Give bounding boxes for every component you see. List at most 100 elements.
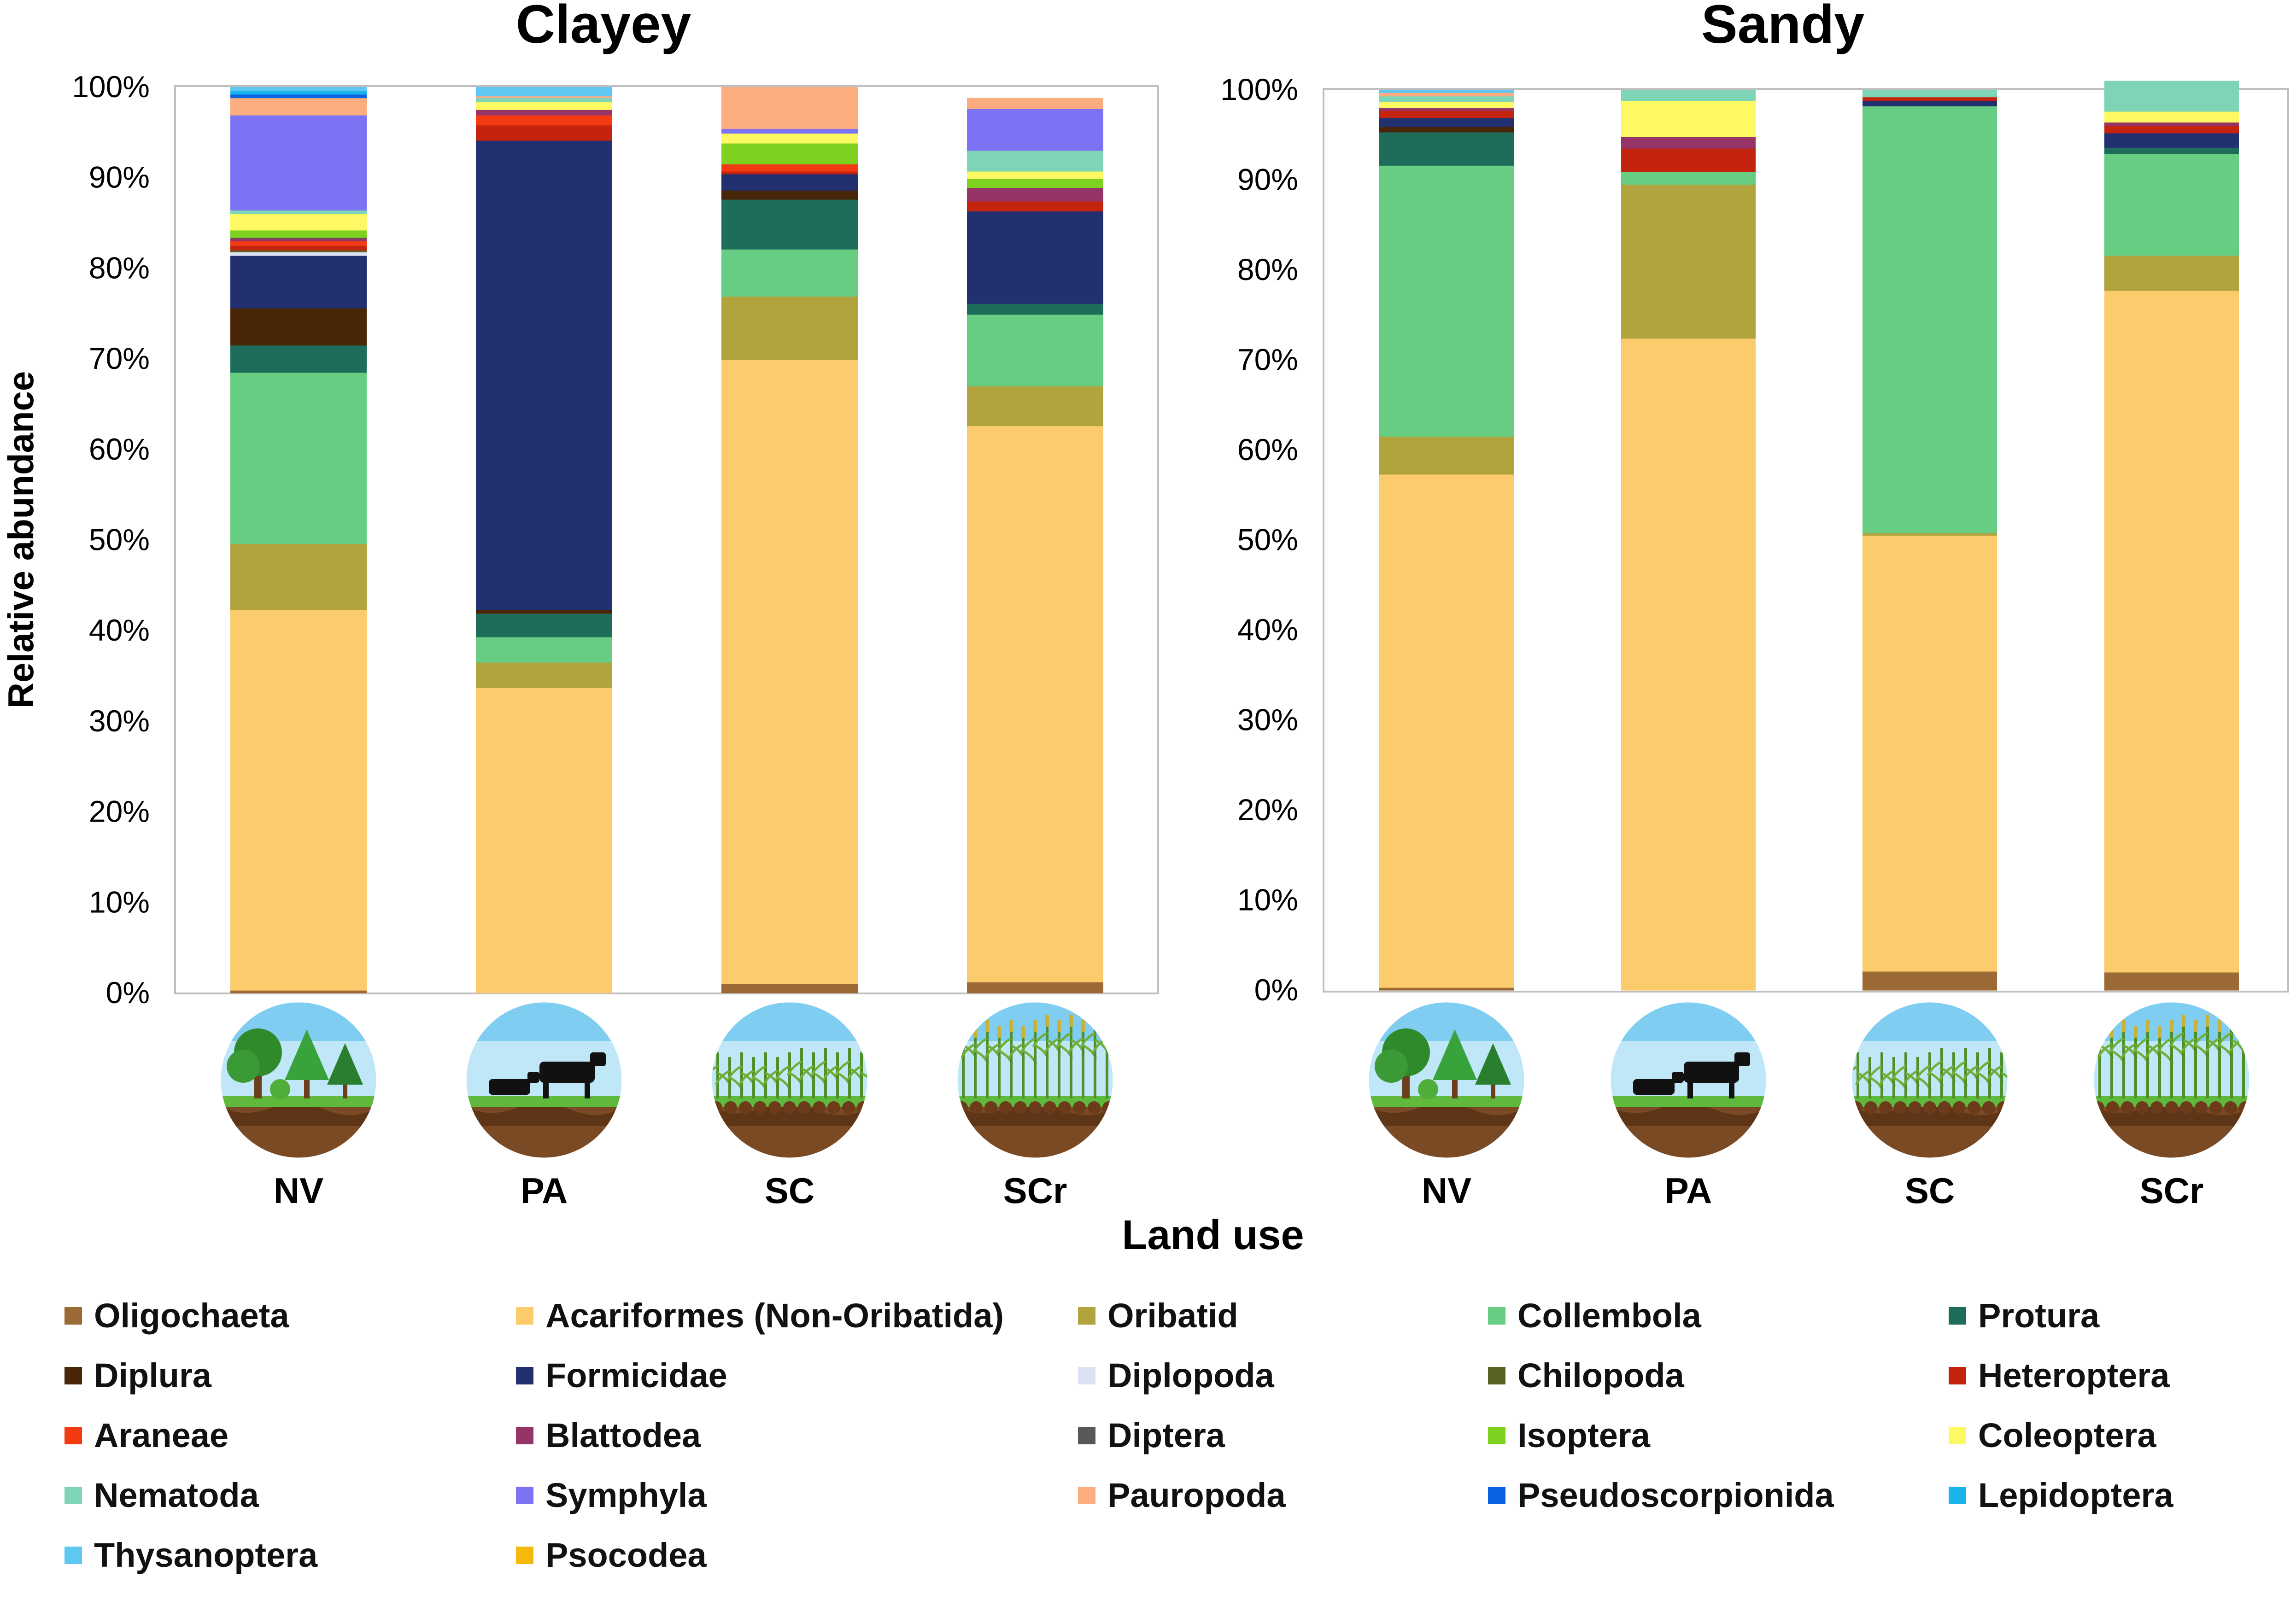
legend-item-pseudoscorpionida: Pseudoscorpionida xyxy=(1488,1476,1834,1515)
legend-label: Isoptera xyxy=(1517,1416,1650,1454)
bar-segment-clayey-scr-symphyla xyxy=(967,109,1103,151)
bar-segment-clayey-pa-araneae xyxy=(476,115,612,126)
bar-segment-sandy-sc-oligochaeta xyxy=(1863,971,1997,991)
bar-segment-sandy-nv-nematoda xyxy=(1379,96,1514,102)
legend-label: Araneae xyxy=(94,1416,229,1454)
bar-segment-clayey-scr-protura xyxy=(967,304,1103,315)
landuse-nv-icon xyxy=(219,1001,378,1159)
legend-swatch xyxy=(1949,1307,1966,1325)
bar-segment-sandy-scr-formicidae xyxy=(2104,133,2239,148)
legend-label: Formicidae xyxy=(545,1356,727,1395)
y-tick-label: 50% xyxy=(89,523,150,557)
legend-label: Diplopoda xyxy=(1107,1356,1274,1395)
bar-segment-clayey-sc-isoptera xyxy=(721,143,858,164)
bar-segment-sandy-scr-blattodea xyxy=(2104,122,2239,126)
x-tick-label: SC xyxy=(1905,1170,1955,1211)
y-tick-label: 10% xyxy=(89,885,150,919)
bar-segment-sandy-scr-oligochaeta xyxy=(2104,972,2239,991)
legend-swatch xyxy=(1078,1307,1095,1325)
legend-label: Protura xyxy=(1978,1296,2100,1335)
legend-label: Coleoptera xyxy=(1978,1416,2156,1454)
bar-segment-clayey-scr-heteroptera xyxy=(967,201,1103,212)
bar-segment-clayey-nv-araneae xyxy=(230,241,367,246)
bar-segment-clayey-scr-blattodea xyxy=(967,187,1103,202)
x-tick-label: SC xyxy=(765,1170,814,1211)
x-tick-label: PA xyxy=(1665,1170,1712,1211)
bar-segment-clayey-nv-lepidoptera xyxy=(230,90,367,95)
bar-segment-clayey-pa-thysanoptera xyxy=(476,87,612,97)
landuse-sc-icon xyxy=(1851,1001,2009,1159)
y-tick-label: 100% xyxy=(1220,72,1298,106)
y-tick-label: 70% xyxy=(1237,343,1298,377)
y-tick-label: 60% xyxy=(89,432,150,466)
bar-segment-clayey-nv-diptera xyxy=(230,237,367,239)
legend-swatch xyxy=(1949,1426,1966,1444)
landuse-sc-icon xyxy=(710,1001,869,1159)
legend-label: Thysanoptera xyxy=(94,1536,318,1574)
bar-segment-sandy-pa-nematoda xyxy=(1621,90,1756,101)
bar-segment-sandy-scr-acariformes-non-oribatida- xyxy=(2104,290,2239,973)
bar-segment-clayey-sc-acariformes-non-oribatida- xyxy=(721,360,858,984)
bar-segment-sandy-sc-formicidae xyxy=(1863,100,1997,106)
legend-swatch xyxy=(516,1426,533,1444)
bar-segment-clayey-scr-nematoda xyxy=(967,150,1103,172)
bar-segment-clayey-pa-diplura xyxy=(476,609,612,614)
bar-segment-sandy-sc-heteroptera xyxy=(1863,97,1997,101)
bar-segment-clayey-scr-collembola xyxy=(967,314,1103,386)
legend-item-collembola: Collembola xyxy=(1488,1296,1701,1335)
legend-swatch xyxy=(1078,1366,1095,1384)
bar-segment-sandy-scr-coleoptera xyxy=(2104,111,2239,123)
bar-segment-clayey-sc-collembola xyxy=(721,249,858,297)
legend-item-lepidoptera: Lepidoptera xyxy=(1949,1476,2173,1515)
x-tick-label: SCr xyxy=(1003,1170,1067,1211)
bar-segment-sandy-scr-protura xyxy=(2104,147,2239,154)
bar-segment-clayey-scr-acariformes-non-oribatida- xyxy=(967,426,1103,982)
legend-label: Nematoda xyxy=(94,1476,259,1514)
bar-segment-clayey-pa-protura xyxy=(476,613,612,637)
bar-segment-sandy-sc-oribatid xyxy=(1863,532,1997,536)
legend-item-isoptera: Isoptera xyxy=(1488,1416,1650,1455)
landuse-scr-icon xyxy=(956,1001,1114,1159)
legend-label: Lepidoptera xyxy=(1978,1476,2173,1514)
bar-segment-sandy-scr-collembola xyxy=(2104,153,2239,256)
bar-segment-sandy-sc-nematoda xyxy=(1863,90,1997,98)
legend-label: Blattodea xyxy=(545,1416,701,1454)
legend-label: Diplura xyxy=(94,1356,211,1395)
panel-title-clayey: Clayey xyxy=(516,0,691,55)
bar-segment-sandy-nv-oligochaeta xyxy=(1379,987,1514,991)
legend-swatch xyxy=(1949,1366,1966,1384)
bar-segment-clayey-scr-oligochaeta xyxy=(967,982,1103,993)
y-tick-label: 40% xyxy=(1237,613,1298,647)
bar-segment-clayey-scr-oribatid xyxy=(967,386,1103,426)
legend-item-coleoptera: Coleoptera xyxy=(1949,1416,2156,1455)
bar-segment-sandy-pa-heteroptera xyxy=(1621,148,1756,172)
legend-item-blattodea: Blattodea xyxy=(516,1416,701,1455)
legend-item-symphyla: Symphyla xyxy=(516,1476,707,1515)
bar-segment-clayey-nv-pauropoda xyxy=(230,98,367,116)
bar-segment-clayey-pa-coleoptera xyxy=(476,101,612,110)
bar-segment-clayey-sc-oribatid xyxy=(721,296,858,360)
legend-label: Psocodea xyxy=(545,1536,707,1574)
legend-swatch xyxy=(1078,1486,1095,1504)
bar-segment-clayey-sc-diplura xyxy=(721,190,858,200)
bar-segment-clayey-nv-diplopoda xyxy=(230,251,367,256)
panel-title-sandy: Sandy xyxy=(1701,0,1864,55)
y-tick-label: 100% xyxy=(72,70,150,104)
y-tick-label: 0% xyxy=(1254,973,1298,1007)
legend-label: Symphyla xyxy=(545,1476,707,1514)
bar-segment-clayey-nv-blattodea xyxy=(230,238,367,241)
y-tick-label: 10% xyxy=(1237,883,1298,917)
bar-segment-sandy-scr-heteroptera xyxy=(2104,126,2239,134)
bar-segment-clayey-nv-protura xyxy=(230,345,367,373)
bar-segment-clayey-nv-heteroptera xyxy=(230,245,367,251)
bar-segment-clayey-nv-oribatid xyxy=(230,543,367,610)
bar-segment-clayey-scr-coleoptera xyxy=(967,171,1103,179)
y-tick-label: 80% xyxy=(89,251,150,285)
legend-swatch xyxy=(64,1546,82,1564)
bar-segment-sandy-pa-oribatid xyxy=(1621,184,1756,339)
y-tick-label: 50% xyxy=(1237,523,1298,557)
legend-label: Oribatid xyxy=(1107,1296,1238,1335)
bar-segment-sandy-pa-collembola xyxy=(1621,171,1756,185)
bar-segment-clayey-nv-collembola xyxy=(230,372,367,544)
